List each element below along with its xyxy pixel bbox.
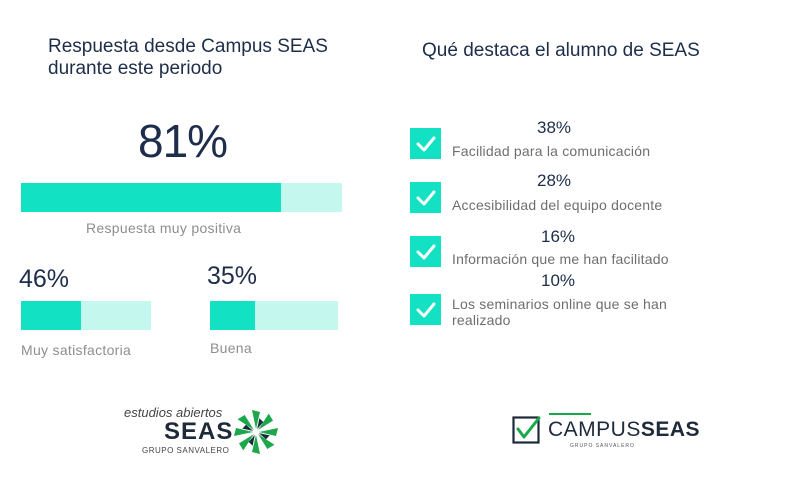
sub2-label: Buena — [210, 340, 252, 356]
left-title: Respuesta desde Campus SEAS durante este… — [48, 36, 328, 80]
sub1-progress-bar — [21, 301, 151, 330]
main-percentage: 81% — [138, 115, 228, 167]
item2-percentage: 28% — [537, 171, 572, 190]
right-title: Qué destaca el alumno de SEAS — [422, 40, 700, 61]
campus-logo-right: SEAS — [640, 418, 701, 441]
item4-label-line1: Los seminarios online que se han — [452, 296, 667, 312]
sub1-percentage: 46% — [19, 265, 70, 293]
campus-logo-name: CAMPUSSEAS — [548, 418, 700, 442]
sub1-label: Muy satisfactoria — [21, 342, 132, 358]
sub2-progress-bar — [210, 301, 338, 330]
sub2-percentage: 35% — [207, 262, 258, 290]
item4-percentage: 10% — [541, 271, 576, 290]
item2-label: Accesibilidad del equipo docente — [452, 197, 663, 213]
campus-accent-line — [549, 413, 591, 415]
main-progress-bar — [21, 183, 342, 212]
item1-label: Facilidad para la comunicación — [452, 143, 651, 159]
campus-seas-logo: CAMPUSSEAS GRUPO SANVALERO — [512, 410, 700, 450]
main-progress-fill — [21, 183, 281, 212]
check-icon — [410, 236, 441, 267]
left-title-line2: durante este periodo — [48, 58, 223, 79]
left-title-line1: Respuesta desde Campus SEAS — [48, 36, 328, 57]
seas-logo: estudios abiertos SEAS GRUPO SANVALERO — [112, 403, 292, 463]
check-icon — [410, 294, 441, 325]
item4-label-line2: realizado — [452, 312, 511, 328]
sub1-progress-fill — [21, 301, 81, 330]
check-icon — [410, 128, 441, 159]
check-icon — [410, 182, 441, 213]
main-label: Respuesta muy positiva — [86, 220, 242, 236]
seas-logo-name: SEAS — [164, 418, 234, 445]
item1-percentage: 38% — [537, 118, 572, 137]
seas-logo-group: GRUPO SANVALERO — [142, 446, 230, 455]
item3-percentage: 16% — [541, 227, 576, 246]
campus-check-icon — [512, 416, 541, 444]
seas-star-icon — [234, 410, 278, 454]
item4-label: Los seminarios online que se han realiza… — [452, 296, 667, 328]
sub2-progress-fill — [210, 301, 255, 330]
campus-logo-left: CAMPUS — [548, 418, 641, 441]
seas-logo-tagline: estudios abiertos — [124, 405, 223, 420]
campus-logo-group: GRUPO SANVALERO — [570, 443, 635, 449]
item3-label: Información que me han facilitado — [452, 251, 669, 267]
